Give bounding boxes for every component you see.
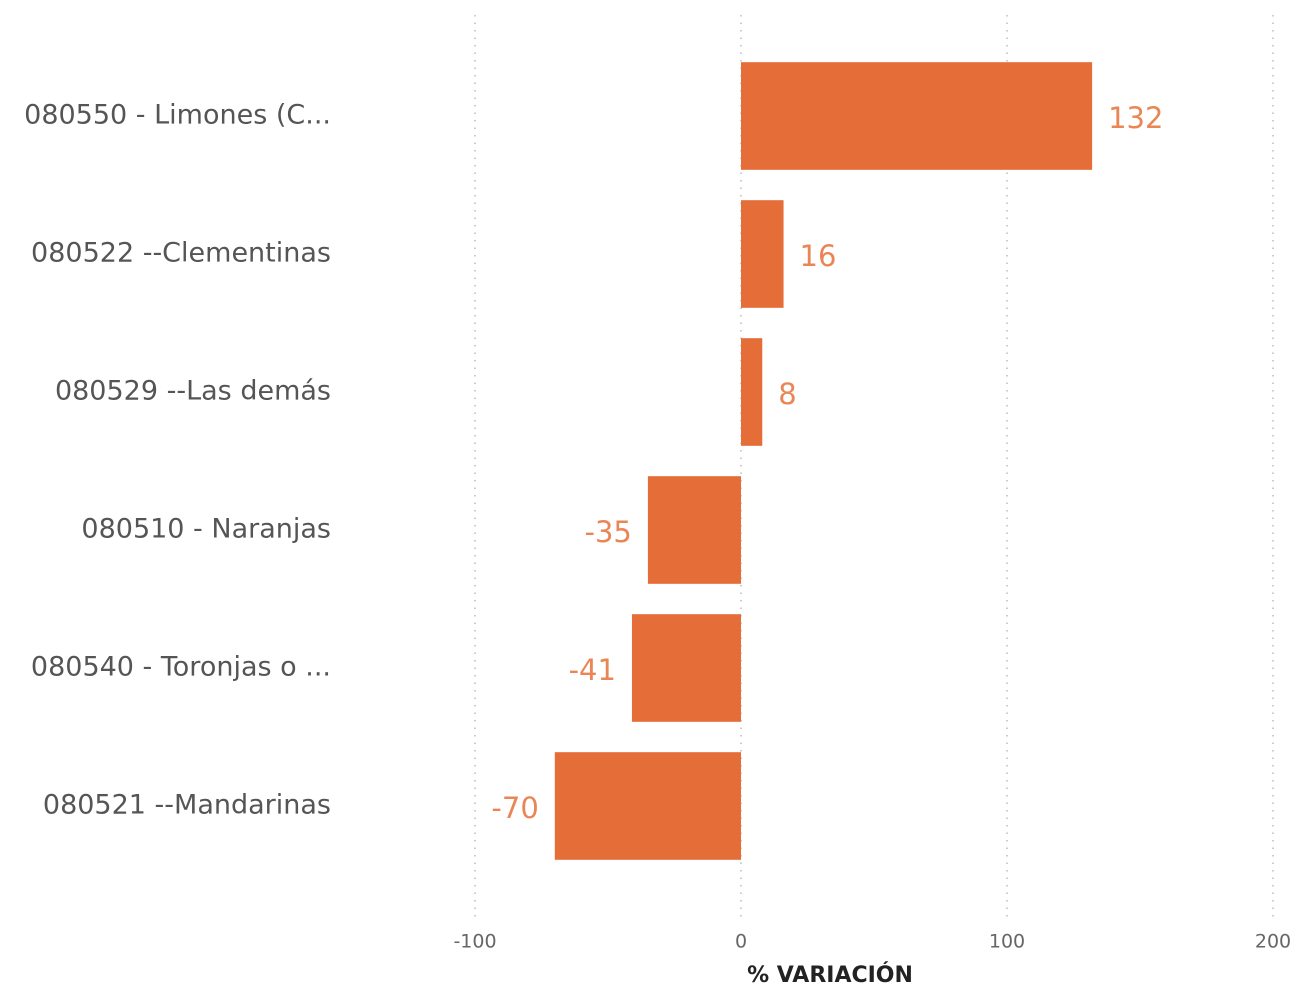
y-tick-label: 080550 - Limones (C... (24, 100, 331, 131)
data-label: -41 (569, 653, 616, 687)
data-label: 16 (800, 239, 837, 273)
data-label: -35 (585, 515, 632, 549)
y-tick-label: 080522 --Clementinas (31, 238, 331, 269)
y-tick-label: 080510 - Naranjas (81, 514, 331, 545)
bar (647, 476, 741, 584)
bar (631, 614, 741, 722)
x-tick-label: 200 (1255, 931, 1291, 953)
y-tick-label: 080529 --Las demás (55, 376, 331, 407)
x-tick-label: -100 (453, 931, 496, 953)
data-label: -70 (491, 791, 538, 825)
data-label: 132 (1108, 101, 1163, 135)
x-tick-label: 0 (735, 931, 747, 953)
y-tick-label: 080521 --Mandarinas (43, 790, 331, 821)
x-tick-label: 100 (989, 931, 1025, 953)
x-axis-title: % VARIACIÓN (747, 962, 913, 988)
data-label: 8 (778, 377, 796, 411)
bar (554, 752, 741, 860)
bar (741, 200, 784, 308)
bar (741, 338, 763, 446)
bar (741, 62, 1093, 170)
y-tick-label: 080540 - Toronjas o ... (31, 652, 331, 683)
